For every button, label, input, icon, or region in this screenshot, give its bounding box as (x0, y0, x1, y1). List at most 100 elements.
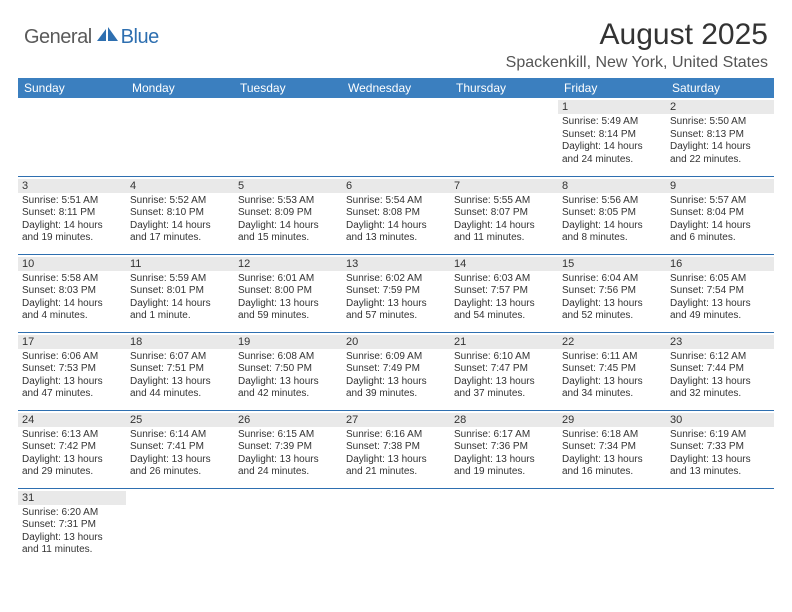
cell-daylight2: and 59 minutes. (238, 310, 338, 323)
cell-content: 5Sunrise: 5:53 AMSunset: 8:09 PMDaylight… (234, 177, 342, 249)
cell-sunrise: Sunrise: 6:20 AM (22, 507, 122, 520)
cell-content: 9Sunrise: 5:57 AMSunset: 8:04 PMDaylight… (666, 177, 774, 249)
cell-content: 28Sunrise: 6:17 AMSunset: 7:36 PMDayligh… (450, 411, 558, 483)
calendar-row: 24Sunrise: 6:13 AMSunset: 7:42 PMDayligh… (18, 410, 774, 488)
cell-sunrise: Sunrise: 6:15 AM (238, 429, 338, 442)
cell-sunset: Sunset: 7:47 PM (454, 363, 554, 376)
calendar-cell: 25Sunrise: 6:14 AMSunset: 7:41 PMDayligh… (126, 410, 234, 488)
calendar-cell: 31 Sunrise: 6:20 AMSunset: 7:31 PMDayligh… (18, 488, 126, 566)
cell-daylight2: and 24 minutes. (562, 154, 662, 167)
cell-sunrise: Sunrise: 6:04 AM (562, 273, 662, 286)
cell-daylight1: Daylight: 13 hours (454, 454, 554, 467)
cell-daylight2: and 16 minutes. (562, 466, 662, 479)
cell-content: 19Sunrise: 6:08 AMSunset: 7:50 PMDayligh… (234, 333, 342, 405)
cell-daylight2: and 44 minutes. (130, 388, 230, 401)
cell-daylight1: Daylight: 14 hours (130, 220, 230, 233)
cell-daylight1: Daylight: 13 hours (670, 454, 770, 467)
cell-daylight2: and 19 minutes. (454, 466, 554, 479)
day-number: 17 (18, 335, 126, 349)
title-block: August 2025 Spackenkill, New York, Unite… (506, 18, 774, 72)
cell-daylight2: and 29 minutes. (22, 466, 122, 479)
day-number: 14 (450, 257, 558, 271)
day-number: 11 (126, 257, 234, 271)
cell-content: 18Sunrise: 6:07 AMSunset: 7:51 PMDayligh… (126, 333, 234, 405)
logo-text-general: General (24, 26, 92, 49)
calendar-cell: 7Sunrise: 5:55 AMSunset: 8:07 PMDaylight… (450, 176, 558, 254)
calendar-row: 17Sunrise: 6:06 AMSunset: 7:53 PMDayligh… (18, 332, 774, 410)
cell-daylight2: and 49 minutes. (670, 310, 770, 323)
cell-daylight1: Daylight: 13 hours (562, 454, 662, 467)
calendar-cell: 14Sunrise: 6:03 AMSunset: 7:57 PMDayligh… (450, 254, 558, 332)
cell-sunset: Sunset: 7:31 PM (22, 519, 122, 532)
cell-content: 23Sunrise: 6:12 AMSunset: 7:44 PMDayligh… (666, 333, 774, 405)
cell-daylight1: Daylight: 13 hours (346, 298, 446, 311)
day-number: 28 (450, 413, 558, 427)
cell-daylight2: and 37 minutes. (454, 388, 554, 401)
cell-daylight1: Daylight: 14 hours (562, 220, 662, 233)
cell-daylight1: Daylight: 14 hours (130, 298, 230, 311)
cell-daylight2: and 52 minutes. (562, 310, 662, 323)
cell-content: 24Sunrise: 6:13 AMSunset: 7:42 PMDayligh… (18, 411, 126, 483)
cell-sunrise: Sunrise: 5:55 AM (454, 195, 554, 208)
cell-content: 20Sunrise: 6:09 AMSunset: 7:49 PMDayligh… (342, 333, 450, 405)
cell-daylight2: and 15 minutes. (238, 232, 338, 245)
day-number: 29 (558, 413, 666, 427)
cell-sunset: Sunset: 7:33 PM (670, 441, 770, 454)
cell-content: 14Sunrise: 6:03 AMSunset: 7:57 PMDayligh… (450, 255, 558, 327)
cell-daylight2: and 57 minutes. (346, 310, 446, 323)
calendar-cell: 10Sunrise: 5:58 AMSunset: 8:03 PMDayligh… (18, 254, 126, 332)
day-number: 3 (18, 179, 126, 193)
cell-daylight1: Daylight: 13 hours (22, 376, 122, 389)
weekday-header: Saturday (666, 78, 774, 98)
calendar-cell: 20Sunrise: 6:09 AMSunset: 7:49 PMDayligh… (342, 332, 450, 410)
cell-daylight1: Daylight: 13 hours (22, 532, 122, 545)
day-number: 7 (450, 179, 558, 193)
day-number: 6 (342, 179, 450, 193)
cell-daylight2: and 1 minute. (130, 310, 230, 323)
calendar-page: General Blue August 2025 Spackenkill, Ne… (0, 0, 792, 566)
cell-sunset: Sunset: 7:36 PM (454, 441, 554, 454)
calendar-cell: 23Sunrise: 6:12 AMSunset: 7:44 PMDayligh… (666, 332, 774, 410)
day-number: 24 (18, 413, 126, 427)
cell-content: 1Sunrise: 5:49 AMSunset: 8:14 PMDaylight… (558, 98, 666, 170)
calendar-cell-empty (666, 488, 774, 566)
cell-daylight2: and 26 minutes. (130, 466, 230, 479)
calendar-cell-empty (126, 98, 234, 176)
day-number: 18 (126, 335, 234, 349)
cell-daylight1: Daylight: 13 hours (670, 298, 770, 311)
calendar-cell: 4Sunrise: 5:52 AMSunset: 8:10 PMDaylight… (126, 176, 234, 254)
calendar-cell: 6Sunrise: 5:54 AMSunset: 8:08 PMDaylight… (342, 176, 450, 254)
cell-sunrise: Sunrise: 6:13 AM (22, 429, 122, 442)
calendar-cell-empty (342, 488, 450, 566)
day-number: 30 (666, 413, 774, 427)
cell-daylight2: and 42 minutes. (238, 388, 338, 401)
calendar-cell: 21Sunrise: 6:10 AMSunset: 7:47 PMDayligh… (450, 332, 558, 410)
cell-sunset: Sunset: 8:14 PM (562, 129, 662, 142)
weekday-header: Friday (558, 78, 666, 98)
cell-daylight2: and 8 minutes. (562, 232, 662, 245)
cell-sunrise: Sunrise: 5:58 AM (22, 273, 122, 286)
cell-sunrise: Sunrise: 6:16 AM (346, 429, 446, 442)
cell-sunset: Sunset: 8:01 PM (130, 285, 230, 298)
cell-content: 22Sunrise: 6:11 AMSunset: 7:45 PMDayligh… (558, 333, 666, 405)
cell-daylight2: and 22 minutes. (670, 154, 770, 167)
cell-content: 26Sunrise: 6:15 AMSunset: 7:39 PMDayligh… (234, 411, 342, 483)
calendar-cell: 9Sunrise: 5:57 AMSunset: 8:04 PMDaylight… (666, 176, 774, 254)
cell-sunset: Sunset: 7:59 PM (346, 285, 446, 298)
calendar-cell: 24Sunrise: 6:13 AMSunset: 7:42 PMDayligh… (18, 410, 126, 488)
cell-sunrise: Sunrise: 6:01 AM (238, 273, 338, 286)
day-number: 8 (558, 179, 666, 193)
day-number: 10 (18, 257, 126, 271)
calendar-cell-empty (450, 488, 558, 566)
day-number: 19 (234, 335, 342, 349)
calendar-cell-empty (234, 98, 342, 176)
calendar-cell: 29Sunrise: 6:18 AMSunset: 7:34 PMDayligh… (558, 410, 666, 488)
day-number: 31 (18, 491, 126, 505)
calendar-cell: 11Sunrise: 5:59 AMSunset: 8:01 PMDayligh… (126, 254, 234, 332)
cell-content: 15Sunrise: 6:04 AMSunset: 7:56 PMDayligh… (558, 255, 666, 327)
cell-daylight2: and 47 minutes. (22, 388, 122, 401)
cell-sunrise: Sunrise: 5:49 AM (562, 116, 662, 129)
cell-daylight2: and 13 minutes. (670, 466, 770, 479)
day-number: 12 (234, 257, 342, 271)
cell-daylight1: Daylight: 13 hours (238, 376, 338, 389)
